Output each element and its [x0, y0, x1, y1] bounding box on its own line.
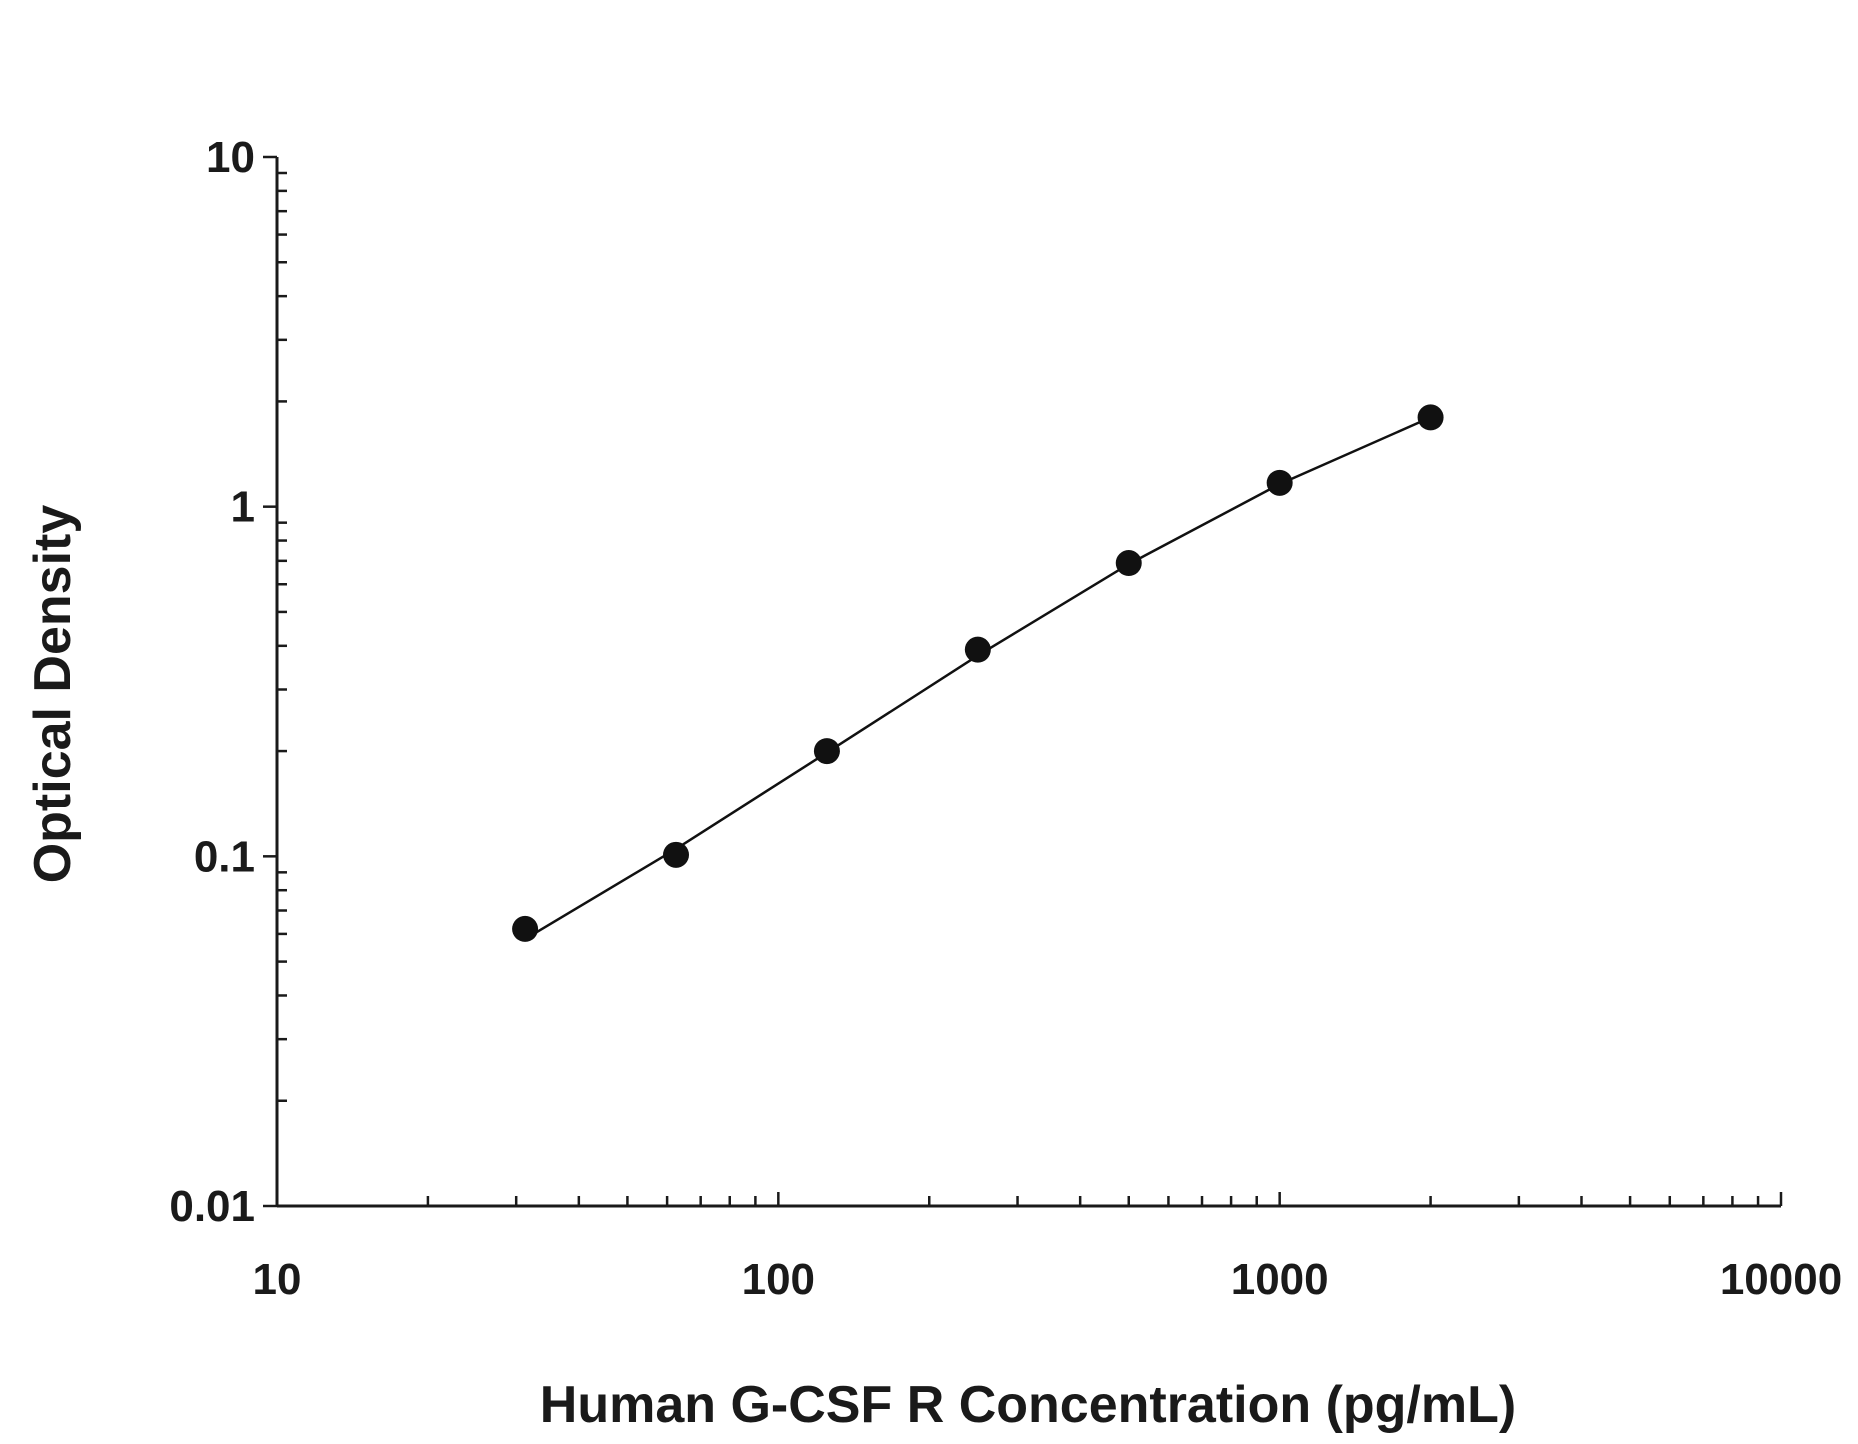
- fit-curve-layer: [524, 416, 1432, 941]
- data-point: [964, 636, 991, 663]
- y-axis-title: Optical Density: [24, 505, 82, 884]
- y-tick-label: 10: [206, 133, 255, 182]
- data-point: [1115, 550, 1142, 577]
- y-tick-label: 0.01: [169, 1182, 255, 1231]
- y-tick-label: 0.1: [194, 832, 255, 881]
- tick-labels: 10 100 1000 10000 0.01 0.1 1 10: [169, 133, 1842, 1304]
- x-tick-label: 10000: [1720, 1255, 1842, 1304]
- data-point: [1417, 404, 1444, 431]
- x-tick-label: 1000: [1231, 1255, 1329, 1304]
- x-axis-title: Human G-CSF R Concentration (pg/mL): [540, 1376, 1516, 1434]
- data-point: [1266, 469, 1293, 496]
- y-tick-label: 1: [231, 483, 255, 532]
- axes: [263, 155, 1783, 1208]
- x-tick-label: 10: [253, 1255, 302, 1304]
- data-point: [663, 841, 690, 868]
- data-point: [813, 738, 840, 765]
- data-points: [512, 404, 1444, 942]
- x-tick-label: 100: [742, 1255, 815, 1304]
- fit-curve: [524, 416, 1432, 941]
- data-point: [512, 915, 539, 942]
